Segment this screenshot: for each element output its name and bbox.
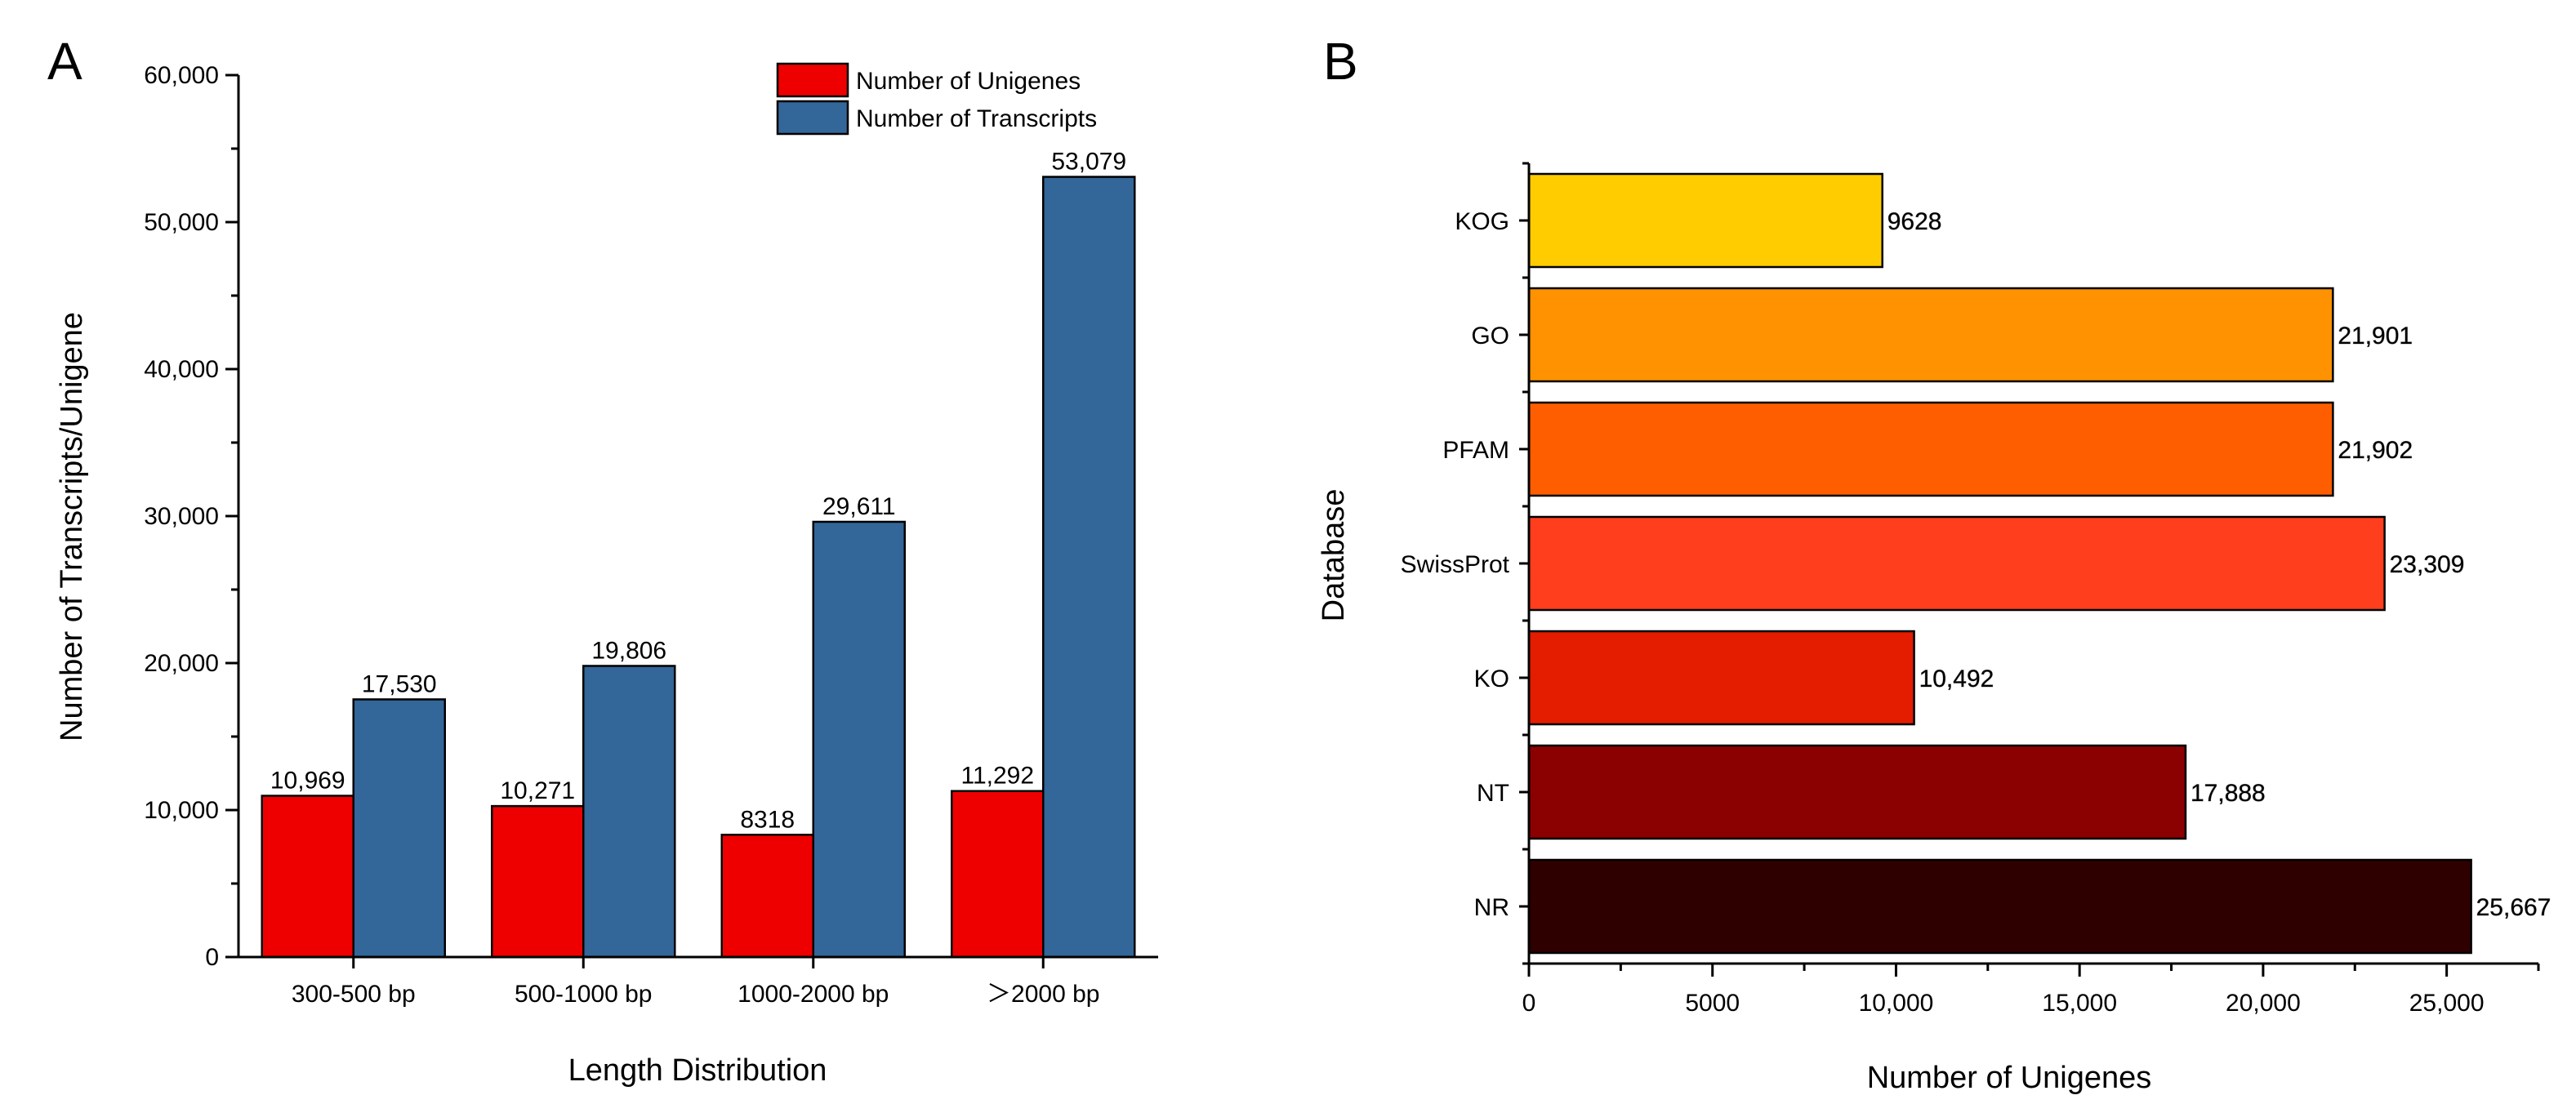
bar-nr [1527,858,2472,955]
bar-transcripts-1 [582,665,676,959]
legend-swatch-0 [776,62,849,98]
bar-unigenes-1 [491,804,585,959]
x-tick-label-1: 500-1000 bp [515,981,653,1008]
bar-nt [1527,744,2187,840]
x-tick-label-0: 0 [1522,990,1536,1017]
panel-a-x-axis-title: Length Distribution [568,1053,827,1088]
y-tick-label-6: 60,000 [144,62,219,89]
panel-b-y-axis-title: Database [1317,489,1351,622]
data-label-unigenes-0: 10,969 [270,768,345,795]
x-tick-label-2: 1000-2000 bp [738,981,889,1008]
x-tick-label-4: 20,000 [2226,990,2301,1017]
y-tick-label-go: GO [1471,323,1509,349]
y-tick-label-kog: KOG [1455,208,1509,235]
panel-b-letter: B [1323,32,1358,91]
bar-pfam [1527,401,2334,497]
legend-label-1: Number of Transcripts [856,105,1097,132]
bar-unigenes-0 [261,795,354,959]
x-tick-label-0: 300-500 bp [292,981,416,1008]
bar-go [1527,287,2334,383]
panel-b-axes: KOG GO PFAM SwissProt KO NT NR 0 5000 10,000 15,00… [1401,162,2540,1017]
data-label-nt: 17,888 [2190,780,2266,807]
x-tick-label-3: 15,000 [2042,990,2117,1017]
data-label-go: 21,901 [2338,323,2413,349]
y-tick-label-nr: NR [1474,894,1509,921]
bar-transcripts-2 [812,520,906,959]
legend-label-0: Number of Unigenes [856,68,1081,95]
bar-unigenes-2 [720,834,814,959]
y-tick-label-5: 50,000 [144,209,219,236]
y-tick-label-ko: KO [1474,666,1509,692]
panel-a-y-axis-title: Number of Transcripts/Unigene [55,312,89,741]
x-tick-label-2: 10,000 [1859,990,1934,1017]
bar-kog [1527,172,1883,269]
data-label-kog: 9628 [1887,208,1942,235]
panel-a: A 10,969 17,530 10,271 19,806 8318 29,611 11,2… [47,32,1158,1088]
y-tick-label-0: 0 [205,944,219,971]
data-label-nr: 25,667 [2476,894,2551,921]
data-label-transcripts-0: 17,530 [362,670,437,697]
y-tick-label-swissprot: SwissProt [1401,551,1510,578]
y-tick-label-pfam: PFAM [1442,437,1509,464]
data-label-transcripts-1: 19,806 [591,637,666,664]
panel-b-x-axis-title: Number of Unigenes [1867,1061,2152,1095]
y-tick-label-3: 30,000 [144,503,219,530]
panel-a-axes: 300-500 bp 500-1000 bp 1000-2000 bp ＞2000 b… [144,62,1158,1008]
data-label-unigenes-2: 8318 [740,806,795,833]
x-tick-label-1: 5000 [1685,990,1740,1017]
panel-b-bars: 9628 21,901 21,902 23,309 10,492 17,888 25,667 [1527,172,2551,955]
panel-b: B 9628 21,901 21,902 23,309 10,492 17,888 25,6… [1317,32,2551,1095]
bar-ko [1527,630,1915,726]
data-label-transcripts-2: 29,611 [822,493,896,520]
bar-swissprot [1527,515,2386,612]
y-tick-label-4: 40,000 [144,356,219,383]
data-label-ko: 10,492 [1919,666,1994,692]
data-label-unigenes-3: 11,292 [960,763,1034,790]
y-tick-label-1: 10,000 [144,797,219,824]
data-label-transcripts-3: 53,079 [1051,149,1126,176]
x-tick-label-5: 25,000 [2409,990,2485,1017]
panel-a-letter: A [47,32,82,91]
data-label-pfam: 21,902 [2338,437,2413,464]
data-label-swissprot: 23,309 [2390,551,2465,578]
x-tick-label-3: ＞2000 bp [987,981,1099,1008]
y-tick-label-2: 20,000 [144,650,219,677]
y-tick-label-nt: NT [1477,780,1509,807]
legend-swatch-1 [776,100,849,136]
bar-transcripts-0 [352,698,446,959]
data-label-unigenes-1: 10,271 [500,777,575,804]
panel-a-bars: 10,969 17,530 10,271 19,806 8318 29,611 11,292… [261,149,1136,959]
bar-transcripts-3 [1042,176,1136,959]
bar-unigenes-3 [951,790,1045,959]
panel-a-legend: Number of Unigenes Number of Transcripts [776,62,1097,136]
